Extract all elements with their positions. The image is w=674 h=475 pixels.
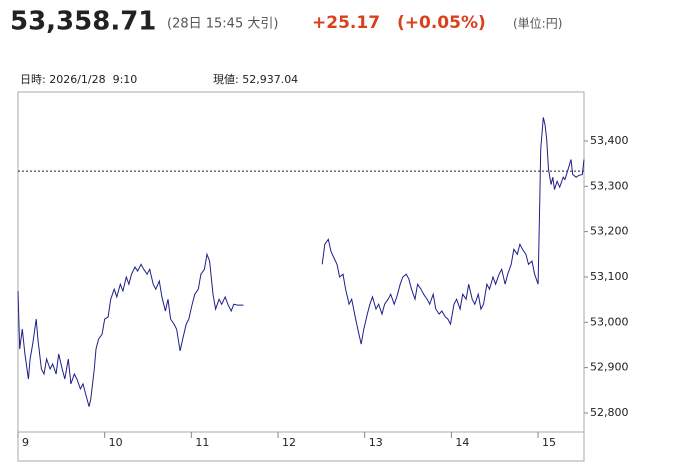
plot-frame <box>17 91 585 433</box>
y-tick-label: 53,300 <box>590 179 629 192</box>
price-line <box>17 117 585 407</box>
x-tick-label: 9 <box>22 436 29 449</box>
change: +25.17 <box>312 13 380 33</box>
time-note: (28日 15:45 大引) <box>167 17 278 32</box>
y-tick-label: 52,800 <box>590 406 629 419</box>
y-tick-label: 52,900 <box>590 361 629 374</box>
change-pct: (+0.05%) <box>397 13 486 33</box>
y-tick-label: 53,200 <box>590 225 629 238</box>
x-axis-band <box>17 431 585 462</box>
x-tick-label: 10 <box>109 436 123 449</box>
price: 53,358.71 <box>10 7 156 37</box>
y-tick-label: 53,000 <box>590 315 629 328</box>
y-tick-label: 53,400 <box>590 134 629 147</box>
unit: (単位:円) <box>513 16 562 31</box>
x-tick-label: 13 <box>369 436 383 449</box>
x-tick-label: 12 <box>282 436 296 449</box>
y-tick-label: 53,100 <box>590 270 629 283</box>
hover-time: 日時: 2026/1/28 9:10 <box>20 73 137 86</box>
hover-value: 現値: 52,937.04 <box>213 73 298 86</box>
x-tick-label: 14 <box>455 436 469 449</box>
x-tick-label: 11 <box>195 436 209 449</box>
x-tick-label: 15 <box>542 436 556 449</box>
